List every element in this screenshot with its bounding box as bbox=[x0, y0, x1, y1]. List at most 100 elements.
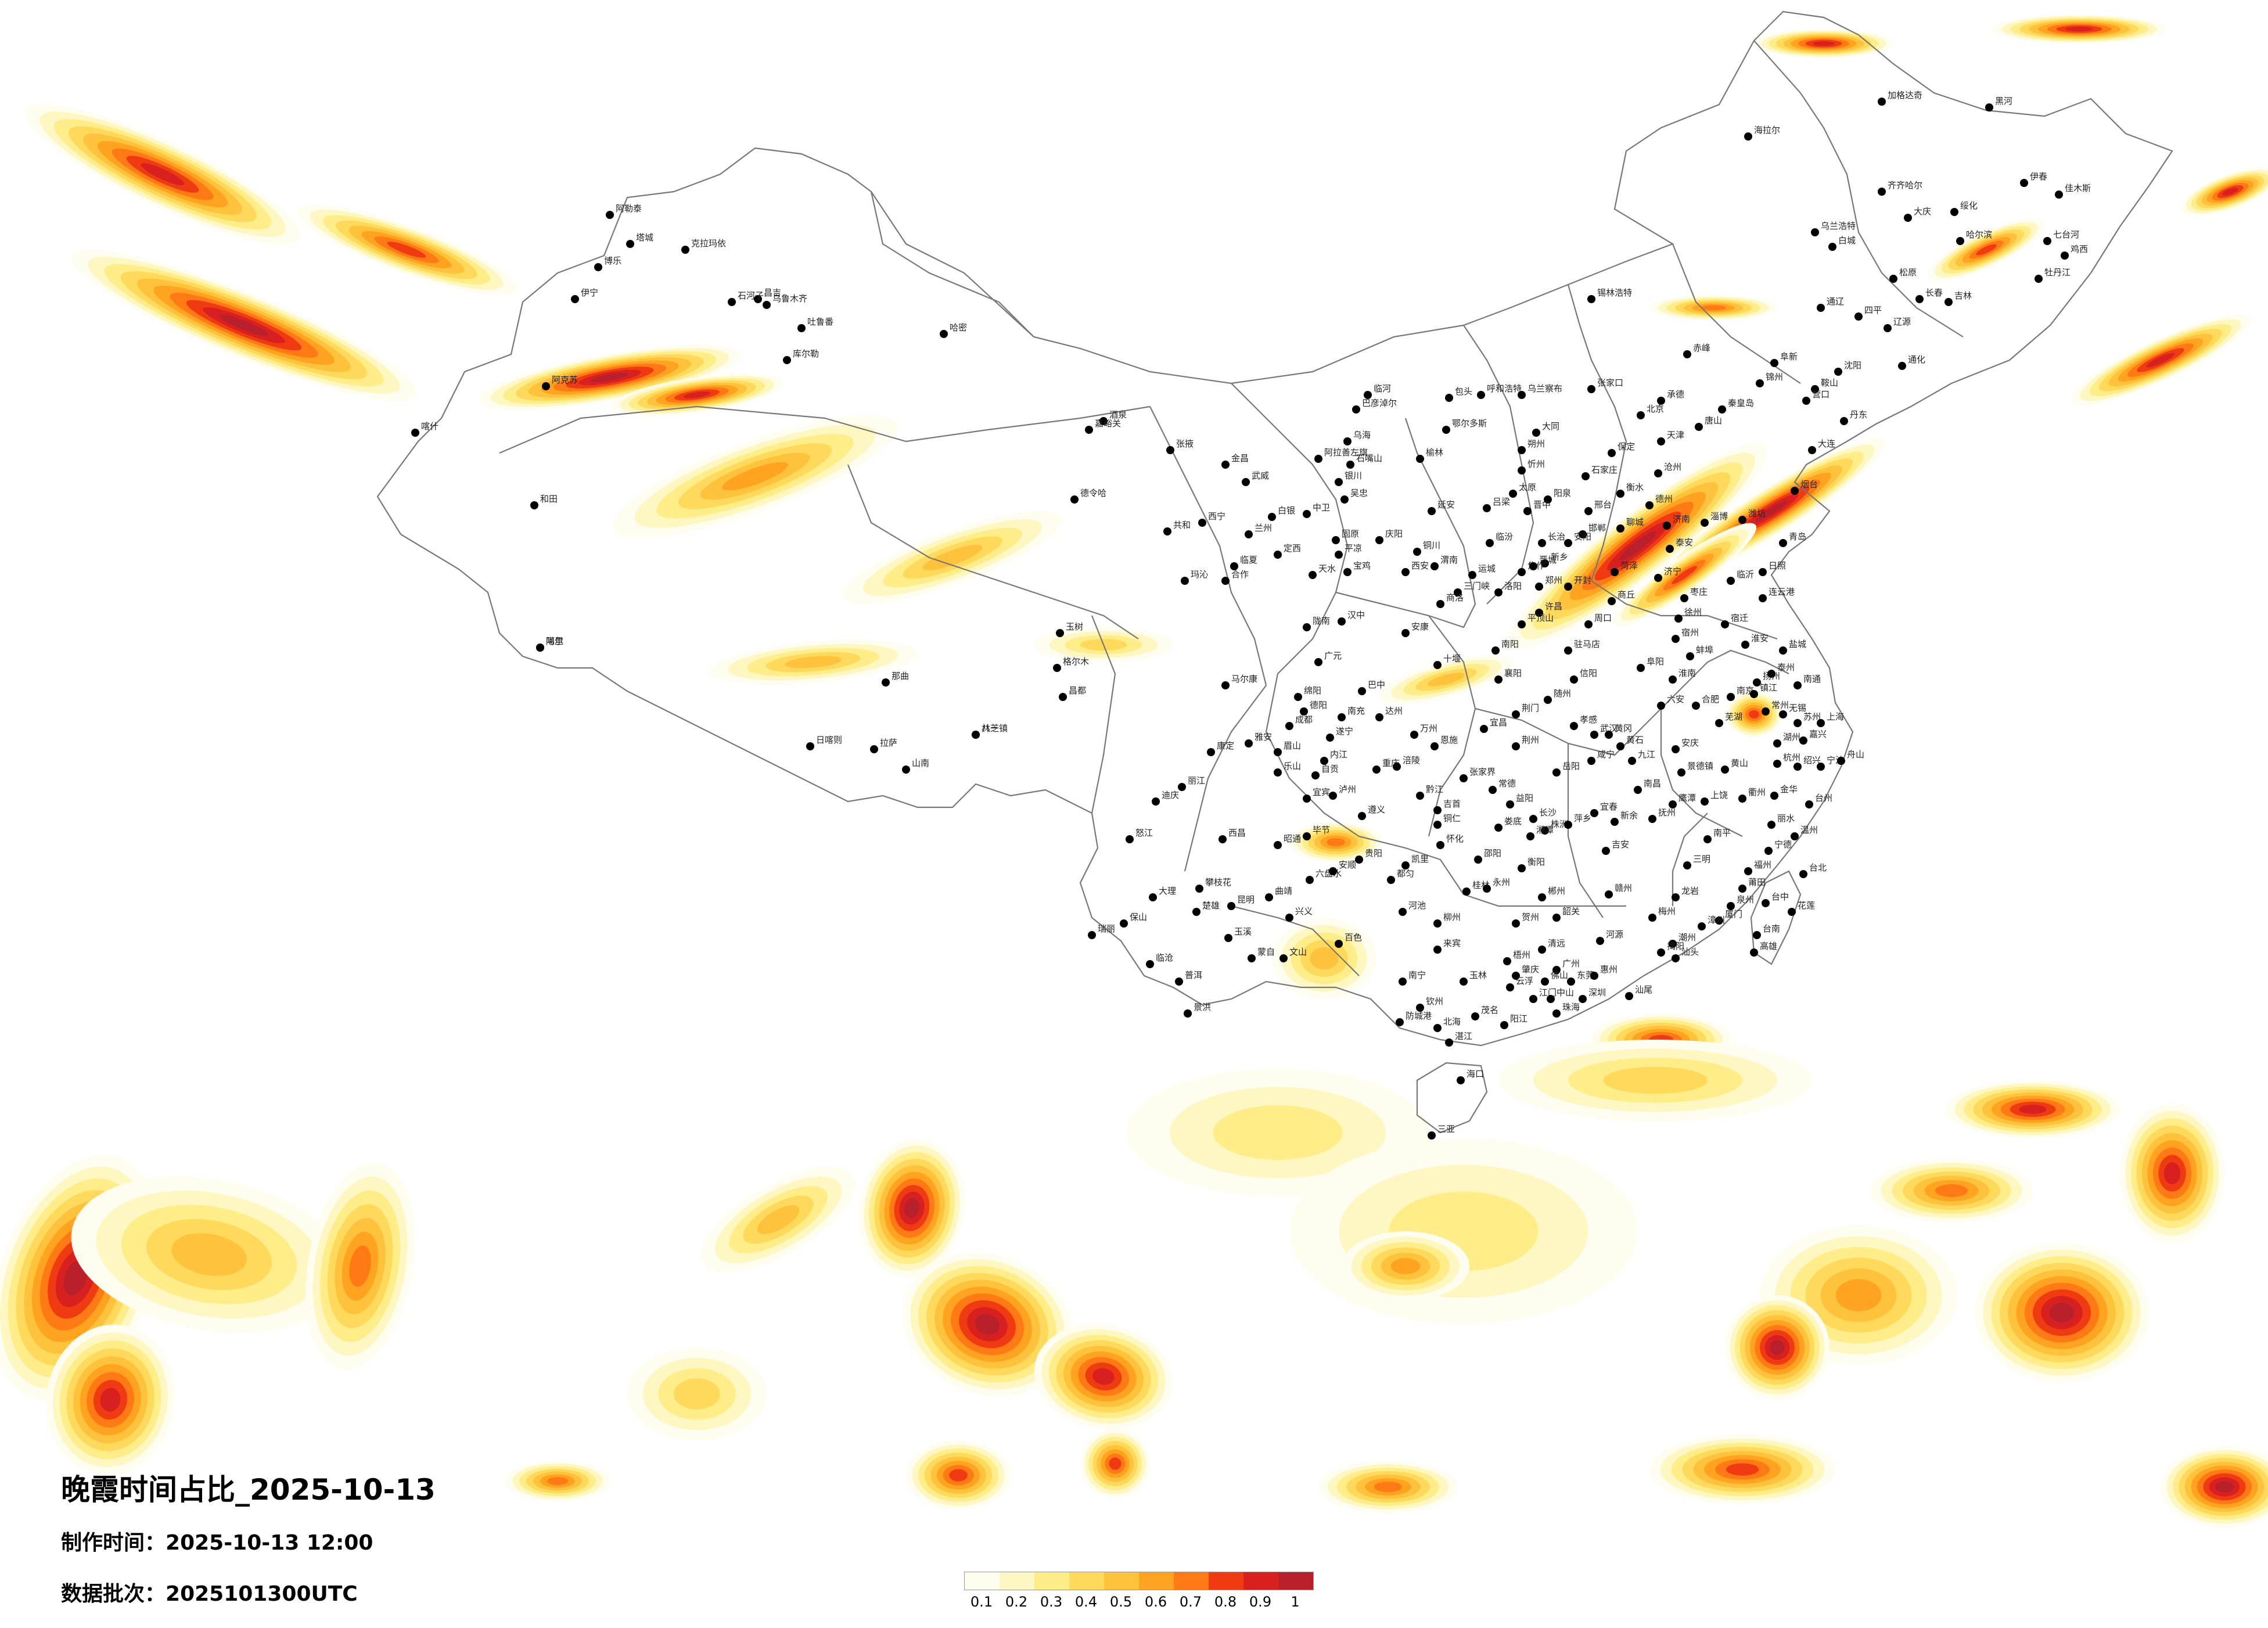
city-dot bbox=[1625, 992, 1633, 1000]
city-label: 汉中 bbox=[1347, 610, 1365, 620]
city-label: 聊城 bbox=[1626, 517, 1644, 527]
city-dot bbox=[1552, 1009, 1561, 1018]
city-label: 庆阳 bbox=[1385, 529, 1403, 539]
city-label: 楚雄 bbox=[1202, 900, 1220, 911]
city-label: 大同 bbox=[1542, 421, 1559, 432]
city-dot bbox=[1587, 295, 1595, 303]
city-dot bbox=[1764, 847, 1773, 855]
city-label: 徐州 bbox=[1684, 607, 1702, 617]
city-dot bbox=[1343, 437, 1352, 445]
city-label: 泰州 bbox=[1777, 662, 1795, 673]
hainan-outline bbox=[1416, 1062, 1488, 1134]
city-label: 郑州 bbox=[1545, 575, 1562, 585]
city-dot bbox=[1611, 568, 1619, 576]
city-label: 文山 bbox=[1289, 947, 1307, 957]
city-label: 嘉兴 bbox=[1809, 729, 1827, 739]
city-dot bbox=[1242, 478, 1250, 486]
city-label: 山南 bbox=[912, 758, 929, 768]
city-dot bbox=[1564, 583, 1572, 591]
city-dot bbox=[1616, 742, 1624, 750]
city-label: 蒙自 bbox=[1257, 947, 1275, 957]
city-dot bbox=[1430, 562, 1439, 570]
city-dot bbox=[1590, 731, 1598, 739]
city-label: 玉树 bbox=[1066, 621, 1083, 632]
city-dot bbox=[1753, 931, 1761, 939]
city-dot bbox=[1433, 946, 1442, 954]
city-label: 高雄 bbox=[1760, 941, 1777, 951]
legend-colorbar bbox=[964, 1572, 1314, 1590]
city-dot bbox=[1738, 516, 1746, 524]
city-dot bbox=[763, 301, 771, 309]
city-label: 日照 bbox=[1769, 560, 1786, 571]
city-label: 枣庄 bbox=[1690, 587, 1708, 597]
city-label: 上海 bbox=[1827, 711, 1844, 722]
city-label: 牡丹江 bbox=[2044, 267, 2071, 278]
city-dot bbox=[1535, 609, 1543, 617]
heat-cell bbox=[1835, 1279, 1882, 1311]
city-label: 张掖 bbox=[1176, 439, 1194, 449]
heat-cell bbox=[2215, 1481, 2234, 1493]
city-label: 西昌 bbox=[1228, 828, 1246, 838]
city-label: 那曲 bbox=[892, 671, 909, 681]
city-label: 阜新 bbox=[1780, 351, 1798, 362]
heat-cell bbox=[1428, 673, 1465, 687]
heat-cell bbox=[1310, 947, 1339, 970]
province-border bbox=[1660, 709, 1743, 837]
heat-cell bbox=[1749, 710, 1759, 719]
city-label: 花莲 bbox=[1798, 900, 1815, 911]
city-label: 济南 bbox=[1673, 514, 1690, 524]
city-label: 八一镇 bbox=[982, 723, 1008, 734]
city-dot bbox=[1715, 719, 1723, 727]
heat-cell bbox=[1813, 41, 1835, 46]
city-dot bbox=[1701, 519, 1709, 527]
city-dot bbox=[1445, 394, 1453, 402]
city-label: 玉林 bbox=[1469, 970, 1487, 980]
city-dot bbox=[1538, 946, 1546, 954]
city-dot bbox=[1416, 1004, 1424, 1012]
city-label: 遵义 bbox=[1368, 804, 1385, 815]
city-label: 杭州 bbox=[1783, 752, 1800, 763]
city-dot bbox=[1149, 893, 1157, 901]
city-dot bbox=[783, 356, 791, 364]
city-dot bbox=[1306, 876, 1314, 884]
city-dot bbox=[1590, 809, 1598, 817]
city-label: 邯郸 bbox=[1588, 523, 1606, 533]
city-dot bbox=[1303, 832, 1311, 840]
city-label: 荆州 bbox=[1522, 735, 1539, 745]
city-label: 德州 bbox=[1655, 494, 1673, 504]
city-dot bbox=[1338, 617, 1346, 626]
city-label: 太原 bbox=[1519, 482, 1536, 493]
city-label: 云浮 bbox=[1516, 976, 1533, 986]
heat-cell bbox=[1390, 1258, 1421, 1274]
city-label: 瑞丽 bbox=[1098, 923, 1115, 934]
sunset-ratio-heat-layer bbox=[0, 15, 2268, 1528]
city-dot bbox=[1828, 243, 1836, 251]
province-border bbox=[1091, 615, 1116, 814]
province-border bbox=[1684, 649, 1789, 686]
city-dot bbox=[1767, 670, 1775, 678]
city-label: 贺州 bbox=[1522, 912, 1539, 922]
city-label: 库尔勒 bbox=[793, 348, 819, 359]
province-border bbox=[1231, 905, 1360, 976]
city-label: 盐城 bbox=[1789, 639, 1806, 649]
city-label: 鹰潭 bbox=[1678, 793, 1696, 803]
city-dot bbox=[806, 742, 814, 750]
city-dot bbox=[1401, 568, 1410, 576]
city-label: 来宾 bbox=[1443, 938, 1461, 948]
city-dot bbox=[1686, 652, 1694, 660]
heat-cell bbox=[922, 545, 983, 570]
city-label: 邵阳 bbox=[1484, 848, 1501, 858]
city-dot bbox=[1808, 446, 1816, 454]
city-label: 苏州 bbox=[1803, 711, 1821, 722]
city-dot bbox=[1227, 902, 1235, 910]
province-border bbox=[1358, 835, 1626, 907]
city-dot bbox=[1396, 1018, 1404, 1026]
city-dot bbox=[1666, 545, 1674, 553]
city-label: 东莞 bbox=[1577, 970, 1594, 980]
city-dot bbox=[1672, 893, 1680, 901]
city-dot bbox=[1178, 783, 1186, 791]
heat-cell bbox=[2222, 188, 2238, 196]
city-dot bbox=[1285, 914, 1293, 922]
heat-cell bbox=[63, 1260, 88, 1296]
city-label: 哈密 bbox=[950, 322, 967, 333]
